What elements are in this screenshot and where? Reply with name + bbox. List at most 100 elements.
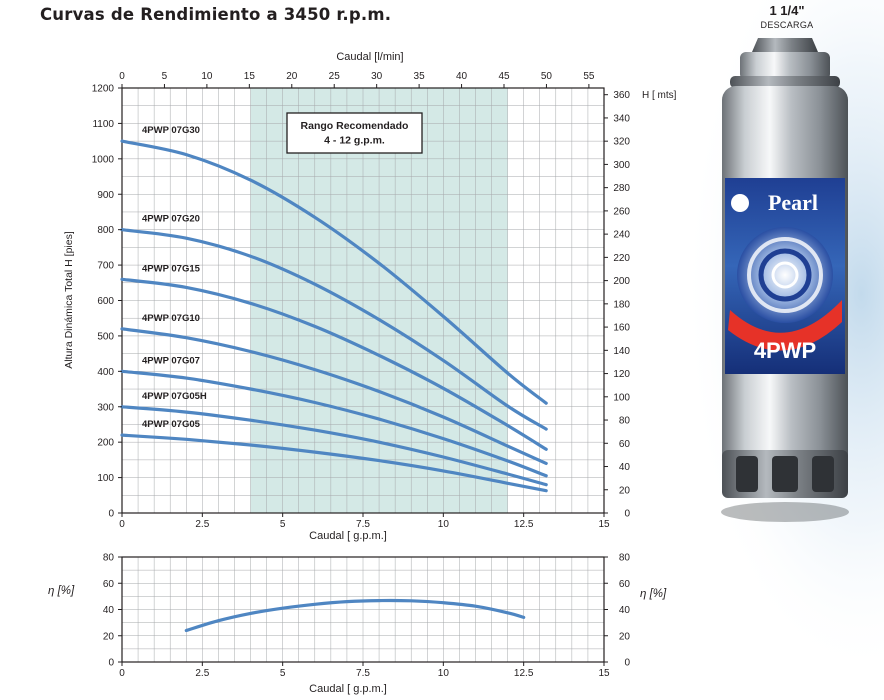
pearl-drop-icon — [731, 194, 749, 212]
y2-tick-label: 20 — [619, 485, 631, 496]
y2-tick-label: 280 — [613, 183, 630, 194]
y-tick-label: 800 — [97, 225, 114, 236]
x-tick-label: 12.5 — [514, 519, 534, 530]
y-tick-label: 200 — [97, 438, 114, 449]
discharge-size: 1 1/4" — [769, 3, 805, 18]
y2-tick-label: 160 — [613, 323, 630, 334]
performance-charts: 4PWP 07G30 4PWP 07G20 4PWP 07G15 4PWP 07G10… — [48, 51, 677, 696]
y2-tick-label: 200 — [613, 276, 630, 287]
pump-model: 4PWP — [754, 338, 816, 363]
y-tick-label: 100 — [97, 473, 114, 484]
series-label: 4PWP 07G07 — [142, 355, 200, 366]
y-tick-label: 80 — [103, 553, 115, 564]
y-tick-label: 900 — [97, 190, 114, 201]
x-tick-label: 15 — [598, 519, 610, 530]
pump-illustration: Pearl 4PWP — [721, 38, 849, 522]
series-label: 4PWP 07G05H — [142, 391, 207, 402]
x2-tick-label: 30 — [371, 71, 383, 82]
y-axis-title: η [%] — [48, 585, 75, 597]
y2-tick-label: 100 — [613, 392, 630, 403]
y-tick-label: 300 — [97, 402, 114, 413]
head-curve-line — [120, 139, 548, 405]
series-label: 4PWP 07G10 — [142, 313, 200, 324]
x-tick-label: 0 — [119, 668, 125, 679]
pump-brand: Pearl — [768, 190, 818, 215]
x-axis-title: Caudal [ g.p.m.] — [309, 530, 387, 542]
x2-tick-label: 20 — [286, 71, 298, 82]
efficiency-axis-labels: 0 2.5 5 7.5 10 12.5 15 0 20 40 60 80 Caudal [ g.p.m.… — [48, 553, 667, 696]
head-curve-chart: 4PWP 07G30 4PWP 07G20 4PWP 07G15 4PWP 07G10… — [63, 51, 677, 542]
x2-tick-label: 40 — [456, 71, 468, 82]
efficiency-grid — [121, 556, 605, 663]
x2-axis-title: Caudal [l/min] — [336, 51, 403, 63]
x2-tick-label: 55 — [583, 71, 595, 82]
y2-tick-label: 20 — [619, 631, 631, 642]
x-tick-label: 0 — [119, 519, 125, 530]
y-tick-label: 700 — [97, 261, 114, 272]
outlet-fitting — [752, 38, 818, 52]
x2-tick-label: 0 — [119, 71, 125, 82]
series-label: 4PWP 07G20 — [142, 214, 200, 225]
y2-axis-title: η [%] — [640, 588, 667, 600]
head-curve-line — [120, 405, 548, 487]
head-curve-line — [120, 369, 548, 478]
x2-tick-label: 5 — [162, 71, 168, 82]
x-tick-label: 15 — [598, 668, 610, 679]
x-tick-label: 2.5 — [195, 668, 209, 679]
y2-tick-label: 0 — [624, 509, 630, 520]
y2-tick-label: 60 — [619, 579, 631, 590]
x-tick-label: 5 — [280, 668, 286, 679]
recommended-range-box: Rango Recomendado 4 - 12 g.p.m. — [286, 112, 423, 154]
x2-tick-label: 15 — [244, 71, 256, 82]
head-axis-labels: 0 2.5 5 7.5 10 12.5 15010020030040050060070080… — [63, 51, 677, 542]
x-tick-label: 10 — [438, 668, 450, 679]
discharge-label: DESCARGA — [760, 20, 814, 30]
y-tick-label: 1000 — [92, 154, 115, 165]
head-curve-line — [120, 228, 548, 431]
head-curve-line — [120, 327, 548, 465]
y2-tick-label: 0 — [624, 658, 630, 669]
y-tick-label: 400 — [97, 367, 114, 378]
series-label: 4PWP 07G30 — [142, 125, 200, 136]
y2-tick-label: 120 — [613, 369, 630, 380]
y2-tick-label: 140 — [613, 346, 630, 357]
x2-tick-label: 25 — [329, 71, 341, 82]
efficiency-curve — [184, 598, 526, 633]
swirl-logo — [728, 227, 842, 351]
y2-tick-label: 40 — [619, 605, 631, 616]
x-tick-label: 5 — [280, 519, 286, 530]
y2-tick-label: 220 — [613, 253, 630, 264]
outlet-collar — [740, 52, 830, 80]
head-curves: 4PWP 07G30 4PWP 07G20 4PWP 07G15 4PWP 07G10… — [120, 125, 548, 493]
x-tick-label: 7.5 — [356, 519, 370, 530]
y2-tick-label: 340 — [613, 113, 630, 124]
series-label: 4PWP 07G15 — [142, 263, 201, 274]
x-tick-label: 7.5 — [356, 668, 370, 679]
x-tick-label: 10 — [438, 519, 450, 530]
head-curve-line — [120, 433, 548, 493]
y2-tick-label: 320 — [613, 137, 630, 148]
recommended-range-value: 4 - 12 g.p.m. — [324, 135, 385, 147]
head-curve-line — [120, 277, 548, 451]
x-axis-title: Caudal [ g.p.m.] — [309, 683, 387, 695]
y-tick-label: 1100 — [92, 119, 114, 130]
x2-tick-label: 10 — [201, 71, 213, 82]
y-axis-title: Altura Dinámica Total H [pies] — [63, 231, 75, 369]
y-tick-label: 20 — [103, 631, 115, 642]
efficiency-curve-chart: 0 2.5 5 7.5 10 12.5 15 0 20 40 60 80 Caudal [ g.p.m.… — [48, 553, 667, 696]
y2-tick-label: 180 — [613, 299, 630, 310]
y-tick-label: 500 — [97, 331, 114, 342]
y-tick-label: 0 — [108, 509, 114, 520]
x2-tick-label: 50 — [541, 71, 553, 82]
x-tick-label: 12.5 — [514, 668, 534, 679]
recommended-range-title: Rango Recomendado — [301, 120, 409, 132]
series-label: 4PWP 07G05 — [142, 419, 201, 430]
x-tick-label: 2.5 — [195, 519, 209, 530]
y2-tick-label: 60 — [619, 439, 631, 450]
y2-axis-title: H [ mts] — [642, 90, 677, 101]
y2-tick-label: 240 — [613, 230, 630, 241]
y2-tick-label: 260 — [613, 206, 630, 217]
x2-tick-label: 35 — [414, 71, 426, 82]
y2-tick-label: 40 — [619, 462, 631, 473]
y-tick-label: 60 — [103, 579, 115, 590]
